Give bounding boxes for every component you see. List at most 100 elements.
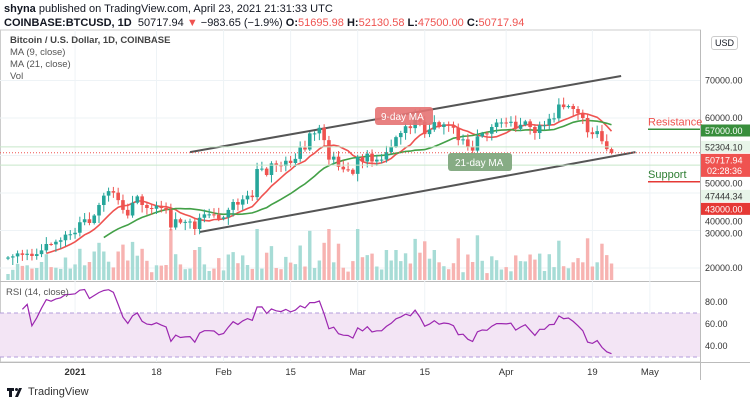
candle-body: [240, 199, 245, 205]
time-tick-label: 2021: [64, 367, 86, 378]
rsi-tick-label: 80.00: [705, 297, 728, 307]
candle-body: [264, 168, 269, 175]
candle-body: [375, 159, 379, 162]
volume-bar: [279, 269, 283, 280]
candle-body: [466, 139, 470, 147]
annotation-ma9: 9-day MA: [381, 112, 424, 123]
annotation-ma21-box: [448, 153, 512, 171]
candle-body: [97, 205, 101, 216]
volume-bar: [68, 268, 72, 280]
currency-button[interactable]: USD: [711, 36, 739, 50]
candle-body: [451, 125, 456, 128]
volume-bar: [226, 254, 231, 280]
volume-bar: [97, 242, 101, 280]
volume-bar: [245, 265, 250, 280]
volume-bar: [188, 268, 192, 280]
volume-bar: [609, 263, 614, 280]
volume-bar: [154, 265, 159, 280]
candle-body: [250, 195, 255, 198]
candle-body: [528, 121, 532, 127]
volume-bar: [418, 252, 422, 280]
candle-body: [585, 118, 590, 133]
candle-body: [82, 219, 87, 223]
volume-bar: [423, 241, 427, 280]
volume-bar: [106, 261, 111, 280]
volume-bar: [82, 265, 87, 280]
candle-body: [499, 122, 504, 124]
last-price-badge: [701, 153, 750, 177]
candle-body: [226, 209, 231, 218]
time-tick-label: Apr: [499, 367, 514, 378]
volume-bar: [150, 272, 154, 280]
candle-body: [44, 244, 49, 251]
volume-bar: [116, 251, 120, 280]
volume-bar: [399, 261, 403, 280]
candle-body: [68, 234, 73, 236]
candle-body: [489, 127, 494, 134]
price-mark-label: 47444.34: [705, 191, 743, 201]
volume-bar: [173, 254, 178, 280]
volume-bar: [327, 229, 331, 280]
low-value: 47500.00: [417, 17, 464, 29]
volume-bar: [303, 266, 307, 280]
level-badge: [701, 202, 750, 215]
candle-body: [116, 192, 120, 201]
low-label: L:: [407, 17, 418, 29]
volume-bar: [121, 244, 125, 280]
candle-body: [255, 169, 259, 198]
candle-body: [39, 250, 44, 255]
time-tick-label: May: [641, 367, 659, 378]
open-value: 51695.98: [298, 17, 344, 29]
volume-bar: [298, 245, 302, 280]
countdown-label: 02:28:36: [707, 166, 742, 176]
candle-body: [54, 241, 58, 245]
tradingview-logo: TradingView: [6, 386, 89, 398]
volume-bar: [581, 262, 585, 280]
last-price: 50717.94: [137, 17, 184, 29]
volume-bar: [35, 268, 39, 280]
price-mark-badge: [701, 189, 750, 202]
candle-body: [571, 106, 576, 109]
candle-body: [169, 209, 173, 228]
candle-body: [25, 253, 29, 255]
volume-bar: [102, 251, 106, 280]
candle-body: [389, 146, 393, 153]
candle-body: [20, 253, 25, 255]
volume-bar: [370, 253, 374, 280]
candle-body: [604, 141, 609, 150]
symbol-info: COINBASE:BTCUSD, 1D 50717.94 ▼ −983.65 (…: [4, 17, 524, 29]
candle-body: [317, 127, 322, 134]
level-label-support: Support: [648, 169, 687, 181]
candle-body: [557, 104, 561, 119]
candle-body: [480, 133, 485, 137]
candle-body: [159, 205, 164, 208]
candle-body: [164, 208, 168, 210]
price-tick-label: 20000.00: [705, 263, 743, 273]
candle-body: [193, 221, 197, 229]
candle-body: [173, 219, 178, 228]
time-tick-label: 18: [151, 367, 162, 378]
level-label-resistance: Resistance: [648, 116, 702, 128]
volume-bar: [341, 267, 345, 280]
volume-bar: [30, 268, 34, 280]
chart-legend: Bitcoin / U.S. Dollar, 1D, COINBASE MA (…: [10, 35, 170, 83]
candle-body: [609, 149, 614, 153]
volume-bar: [360, 257, 365, 280]
volume-bar: [207, 271, 211, 280]
candle-body: [149, 208, 154, 209]
candle-body: [427, 129, 432, 135]
volume-bar: [164, 265, 168, 280]
volume-bar: [585, 238, 590, 280]
close-value: 50717.94: [478, 17, 525, 29]
candle-body: [87, 219, 92, 223]
volume-bar: [15, 263, 20, 280]
volume-bar: [193, 250, 197, 280]
author: shyna: [4, 3, 36, 15]
candle-body: [58, 240, 63, 242]
candle-body: [542, 125, 547, 127]
volume-bar: [384, 250, 389, 280]
candle-body: [307, 133, 312, 150]
volume-bar: [178, 264, 183, 280]
candle-body: [231, 202, 235, 210]
